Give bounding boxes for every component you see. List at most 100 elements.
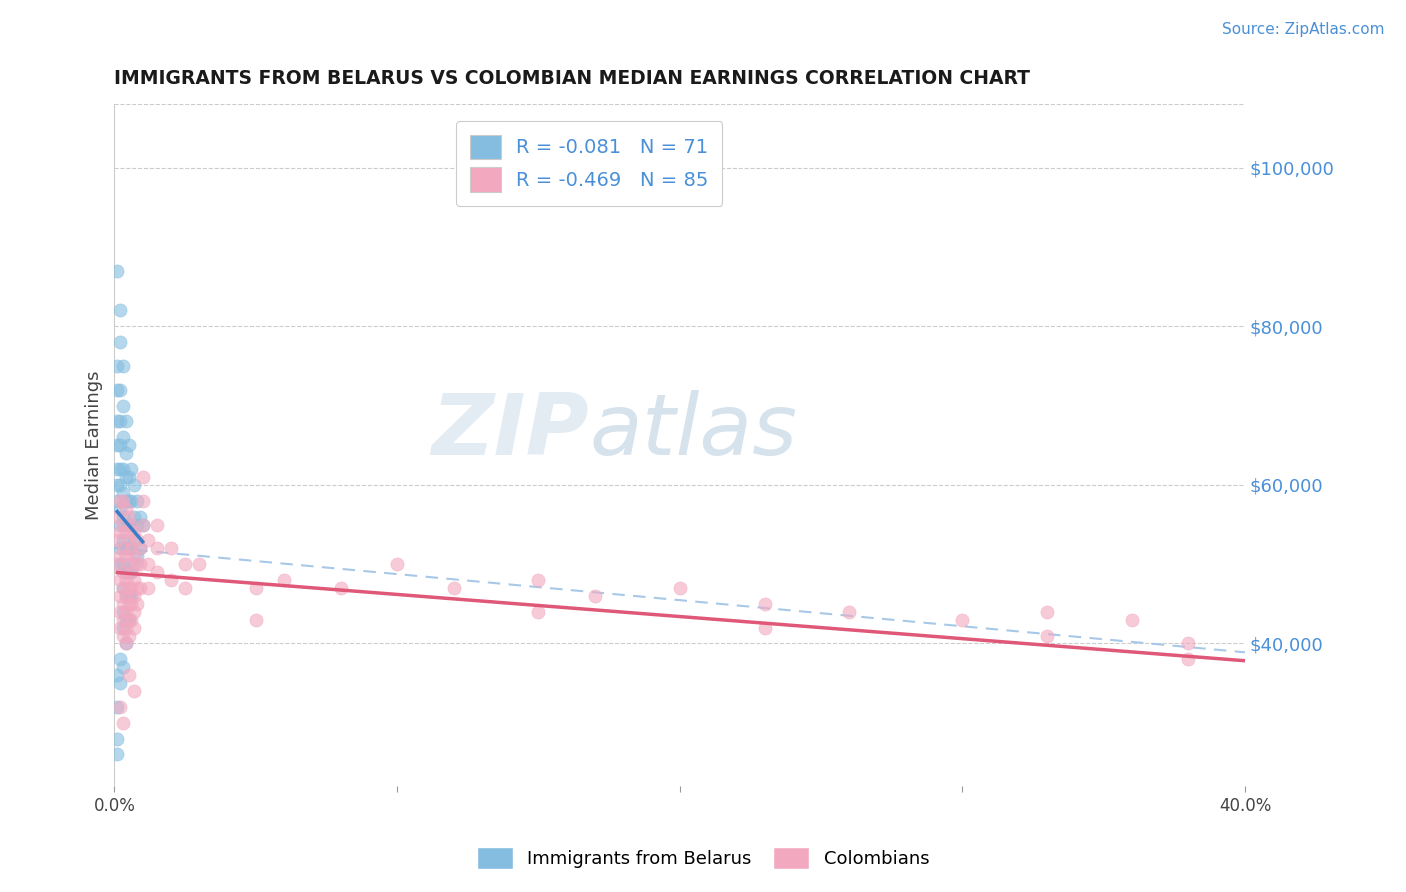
Point: [105, 747, 128, 762]
Point: [120, 565, 142, 579]
Point: [117, 533, 139, 548]
Point: [111, 565, 134, 579]
Point: [108, 589, 131, 603]
Point: [114, 470, 136, 484]
Point: [114, 414, 136, 428]
Point: [174, 557, 197, 571]
Point: [1121, 613, 1143, 627]
Point: [131, 470, 153, 484]
Point: [1036, 628, 1059, 642]
Point: [117, 438, 139, 452]
Point: [114, 589, 136, 603]
Point: [108, 478, 131, 492]
Point: [1036, 605, 1059, 619]
Point: [122, 533, 145, 548]
Point: [105, 414, 128, 428]
Point: [122, 684, 145, 698]
Point: [136, 533, 159, 548]
Point: [160, 541, 183, 556]
Point: [108, 605, 131, 619]
Point: [128, 541, 150, 556]
Point: [108, 557, 131, 571]
Point: [146, 541, 169, 556]
Legend: Immigrants from Belarus, Colombians: Immigrants from Belarus, Colombians: [468, 838, 938, 879]
Point: [111, 581, 134, 595]
Point: [108, 335, 131, 350]
Point: [122, 573, 145, 587]
Point: [114, 636, 136, 650]
Point: [111, 509, 134, 524]
Point: [117, 628, 139, 642]
Point: [117, 581, 139, 595]
Point: [108, 501, 131, 516]
Text: atlas: atlas: [589, 390, 797, 473]
Point: [108, 541, 131, 556]
Y-axis label: Median Earnings: Median Earnings: [86, 370, 103, 520]
Point: [443, 581, 465, 595]
Point: [136, 557, 159, 571]
Point: [125, 597, 148, 611]
Legend: R = -0.081   N = 71, R = -0.469   N = 85: R = -0.081 N = 71, R = -0.469 N = 85: [456, 121, 723, 206]
Point: [111, 493, 134, 508]
Point: [108, 676, 131, 690]
Point: [117, 565, 139, 579]
Point: [108, 621, 131, 635]
Point: [114, 501, 136, 516]
Point: [125, 581, 148, 595]
Point: [108, 493, 131, 508]
Point: [105, 478, 128, 492]
Point: [122, 478, 145, 492]
Point: [111, 462, 134, 476]
Point: [668, 581, 690, 595]
Point: [105, 533, 128, 548]
Point: [245, 613, 267, 627]
Point: [114, 573, 136, 587]
Point: [108, 414, 131, 428]
Point: [125, 549, 148, 564]
Point: [117, 541, 139, 556]
Text: Source: ZipAtlas.com: Source: ZipAtlas.com: [1222, 22, 1385, 37]
Point: [131, 517, 153, 532]
Point: [111, 485, 134, 500]
Point: [120, 581, 142, 595]
Point: [111, 628, 134, 642]
Point: [111, 715, 134, 730]
Point: [120, 597, 142, 611]
Point: [108, 699, 131, 714]
Point: [105, 264, 128, 278]
Point: [122, 589, 145, 603]
Point: [273, 573, 295, 587]
Point: [105, 668, 128, 682]
Point: [111, 605, 134, 619]
Point: [329, 581, 352, 595]
Point: [1177, 636, 1199, 650]
Point: [117, 557, 139, 571]
Point: [108, 549, 131, 564]
Point: [111, 621, 134, 635]
Point: [117, 613, 139, 627]
Point: [108, 383, 131, 397]
Point: [122, 509, 145, 524]
Point: [128, 557, 150, 571]
Point: [131, 517, 153, 532]
Point: [108, 438, 131, 452]
Point: [174, 581, 197, 595]
Point: [108, 573, 131, 587]
Point: [111, 597, 134, 611]
Point: [122, 605, 145, 619]
Point: [122, 557, 145, 571]
Point: [125, 533, 148, 548]
Point: [117, 597, 139, 611]
Point: [754, 597, 776, 611]
Point: [117, 470, 139, 484]
Point: [385, 557, 408, 571]
Point: [105, 438, 128, 452]
Point: [117, 517, 139, 532]
Point: [111, 557, 134, 571]
Point: [120, 462, 142, 476]
Point: [120, 613, 142, 627]
Point: [114, 621, 136, 635]
Point: [128, 581, 150, 595]
Point: [120, 541, 142, 556]
Point: [105, 557, 128, 571]
